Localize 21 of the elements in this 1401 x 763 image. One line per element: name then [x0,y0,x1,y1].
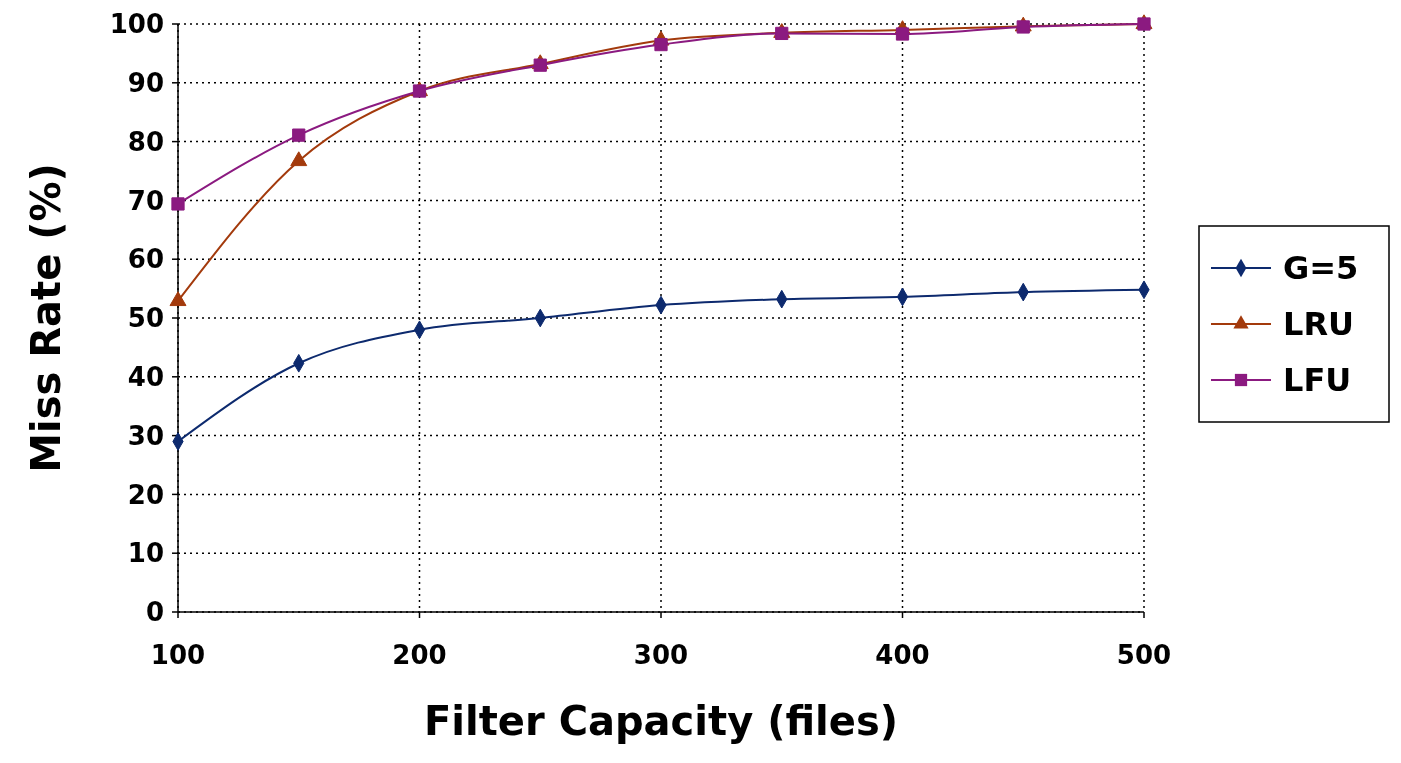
y-tick-label: 50 [127,303,164,334]
legend-label: LFU [1283,361,1352,400]
y-tick-label: 90 [127,67,164,98]
x-tick-label: 400 [875,640,930,670]
y-axis-title: Miss Rate (%) [23,163,69,473]
x-tick-label: 200 [392,640,447,670]
y-tick-label: 100 [109,9,164,40]
y-tick-label: 80 [127,126,164,157]
legend-label: LRU [1283,305,1355,344]
x-axis-title: Filter Capacity (files) [423,698,899,744]
x-tick-label: 500 [1116,640,1172,670]
y-tick-label: 20 [127,479,164,510]
x-tick-label: 300 [633,640,689,670]
y-tick-label: 0 [145,597,164,628]
x-tick-label: 100 [150,640,206,670]
y-tick-label: 10 [127,538,164,569]
y-tick-label: 70 [127,185,164,216]
y-tick-label: 30 [127,420,164,451]
legend-label: G=5 [1283,249,1359,288]
y-tick-label: 60 [127,244,164,275]
y-tick-label: 40 [127,361,164,392]
